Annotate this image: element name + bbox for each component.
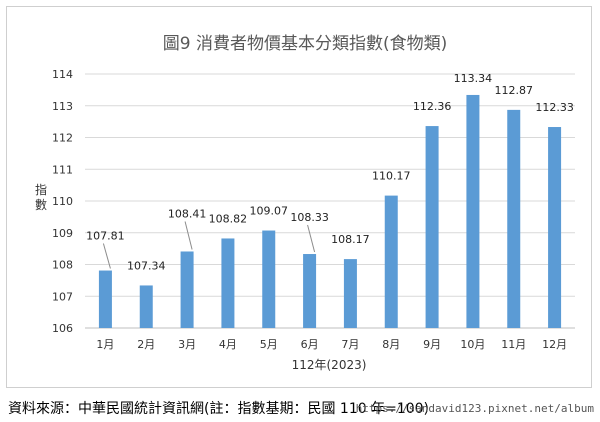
bar-9: [425, 126, 439, 328]
bars: [98, 94, 562, 329]
bar-1: [98, 270, 112, 328]
chart-frame: 圖9 消費者物價基本分類指數(食物類) 106 107 108 109 110 111 11…: [6, 6, 592, 388]
y-tick-label: 106: [52, 322, 73, 335]
leader-line: [184, 221, 193, 250]
data-label: 109.07: [250, 205, 289, 218]
y-tick-label: 109: [52, 227, 73, 240]
x-tick-label: 3月: [178, 338, 196, 351]
leader-line: [307, 224, 316, 253]
bar-7: [343, 259, 357, 328]
y-axis-ticks: 106 107 108 109 110 111 112 113 114: [52, 68, 73, 335]
y-axis-title-char: 指: [35, 182, 47, 197]
x-axis-ticks: 1月 2月 3月 4月 5月 6月 7月 8月 9月 10月 11月 12月: [96, 338, 567, 351]
bar-4: [221, 238, 235, 328]
data-label: 107.34: [127, 259, 166, 272]
y-axis-title: 指數: [35, 182, 47, 212]
y-tick-label: 110: [52, 195, 73, 208]
data-label: 108.82: [209, 212, 248, 225]
data-label: 110.17: [372, 170, 411, 183]
y-axis-title-char: 數: [35, 198, 47, 212]
bar-chart: 圖9 消費者物價基本分類指數(食物類) 106 107 108 109 110 111 11…: [35, 34, 575, 372]
y-tick-label: 111: [52, 163, 73, 176]
y-tick-label: 113: [52, 100, 73, 113]
x-tick-label: 1月: [96, 338, 114, 351]
x-tick-label: 5月: [260, 338, 278, 351]
data-label: 112.33: [535, 101, 574, 114]
x-tick-label: 6月: [301, 338, 319, 351]
y-tick-label: 108: [52, 259, 73, 272]
x-tick-label: 10月: [460, 338, 485, 351]
data-label: 108.33: [290, 211, 329, 224]
data-label: 113.34: [454, 72, 493, 85]
x-tick-label: 7月: [341, 338, 359, 351]
bar-10: [466, 94, 480, 328]
y-tick-label: 107: [52, 290, 73, 303]
bar-3: [180, 251, 194, 328]
x-tick-label: 4月: [219, 338, 237, 351]
leader-line: [102, 243, 111, 269]
x-tick-label: 9月: [423, 338, 441, 351]
x-axis-title: 112年(2023): [292, 358, 367, 372]
data-label: 107.81: [86, 230, 125, 243]
y-tick-label: 114: [52, 68, 73, 81]
leader-lines: [102, 221, 316, 269]
grid-lines: [85, 73, 575, 329]
bar-12: [548, 127, 562, 329]
y-tick-label: 112: [52, 132, 73, 145]
data-label: 108.17: [331, 233, 370, 246]
watermark-url: https://sandavid123.pixnet.net/album: [355, 402, 594, 415]
bar-11: [507, 109, 521, 328]
x-tick-label: 8月: [382, 338, 400, 351]
x-tick-label: 12月: [542, 338, 567, 351]
bar-6: [303, 254, 317, 328]
data-label: 112.87: [495, 84, 534, 97]
bar-2: [139, 285, 153, 328]
source-note: 資料來源：中華民國統計資訊網(註：指數基期：民國 110 年=100): [8, 401, 429, 417]
data-label: 112.36: [413, 100, 452, 113]
x-tick-label: 2月: [137, 338, 155, 351]
x-tick-label: 11月: [501, 338, 526, 351]
chart-title: 圖9 消費者物價基本分類指數(食物類): [163, 34, 447, 54]
bar-8: [384, 195, 398, 328]
data-label: 108.41: [168, 207, 207, 220]
bar-5: [262, 230, 276, 328]
